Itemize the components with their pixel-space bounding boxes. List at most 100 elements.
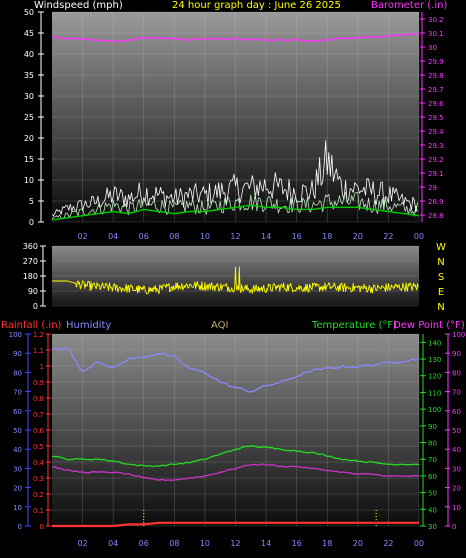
wind-x-tick-label: 22	[383, 232, 393, 241]
windspeed-tick-label: 40	[24, 50, 34, 59]
barometer-tick-label: 29.3	[428, 142, 444, 150]
dewpoint-tick-label: 70	[452, 389, 461, 397]
humidity-tick-label: 10	[13, 504, 22, 512]
temp-plot-area	[52, 334, 419, 526]
temperature-tick-label: 140	[428, 339, 441, 347]
barometer-tick-label: 29.6	[428, 100, 444, 108]
barometer-tick-label: 28.9	[428, 198, 444, 206]
rainfall-tick-label: 0.6	[33, 427, 45, 435]
dewpoint-tick-label: 10	[452, 504, 461, 512]
temperature-tick-label: 50	[428, 490, 437, 498]
rainfall-tick-label: 0.2	[33, 491, 44, 499]
dewpoint-tick-label: 0	[452, 523, 456, 531]
rainfall-tick-label: 0.3	[33, 475, 44, 483]
dewpoint-tick-label: 40	[452, 446, 461, 454]
barometer-tick-label: 29.9	[428, 58, 444, 66]
rainfall-tick-label: 0.4	[33, 459, 45, 467]
temperature-tick-label: 120	[428, 373, 441, 381]
aqi-label: AQI	[211, 320, 229, 331]
temp-x-tick-label: 14	[261, 539, 271, 548]
rainfall-tick-label: 0	[40, 523, 44, 531]
temp-x-tick-label: 02	[77, 539, 87, 548]
compass-label: E	[438, 287, 444, 298]
compass-label: N	[437, 257, 444, 268]
wind-x-tick-label: 10	[200, 232, 210, 241]
barometer-axis-label: Barometer (.in)	[371, 0, 448, 11]
wind-direction-line	[52, 266, 419, 295]
humidity-tick-label: 0	[18, 523, 22, 531]
wind-speed-line	[51, 192, 418, 220]
wind-x-tick-label: 04	[108, 232, 118, 241]
humidity-tick-label: 70	[13, 389, 22, 397]
dewpoint-tick-label: 50	[452, 427, 461, 435]
wind-average-line	[51, 204, 420, 221]
dewpoint-tick-label: 100	[452, 331, 465, 339]
temperature-tick-label: 90	[428, 423, 437, 431]
windspeed-tick-label: 30	[24, 92, 34, 101]
windspeed-tick-label: 10	[24, 176, 34, 185]
temp-x-tick-label: 04	[108, 539, 118, 548]
humidity-tick-label: 90	[13, 350, 22, 358]
rainfall-tick-label: 1.2	[33, 331, 44, 339]
humidity-tick-label: 100	[9, 331, 22, 339]
temperature-tick-label: 80	[428, 440, 437, 448]
windspeed-tick-label: 45	[24, 29, 34, 38]
direction-tick-label: 90	[28, 287, 38, 296]
temperature-tick-label: 130	[428, 356, 441, 364]
barometer-tick-label: 29.8	[428, 72, 444, 80]
windspeed-tick-label: 5	[29, 197, 34, 206]
rainfall-tick-label: 0.1	[33, 507, 44, 515]
temp-x-tick-label: 08	[169, 539, 179, 548]
windspeed-tick-label: 15	[24, 155, 34, 164]
rainfall-line	[52, 521, 419, 528]
direction-tick-label: 270	[23, 257, 38, 266]
dewpoint-tick-label: 90	[452, 350, 461, 358]
barometer-tick-label: 29.1	[428, 170, 444, 178]
temperature-axis-label: Temperature (°F)	[312, 320, 398, 331]
temperature-tick-label: 110	[428, 389, 441, 397]
rainfall-axis-label: Rainfall (.in)	[1, 320, 62, 331]
wind-x-tick-label: 06	[139, 232, 149, 241]
dewpoint-tick-label: 20	[452, 485, 461, 493]
rainfall-tick-label: 1	[40, 363, 44, 371]
rainfall-tick-label: 0.7	[33, 411, 44, 419]
wind-x-tick-label: 20	[353, 232, 363, 241]
barometer-tick-label: 29	[428, 184, 437, 192]
humidity-tick-label: 40	[13, 446, 22, 454]
temperature-tick-label: 100	[428, 406, 441, 414]
temperature-tick-label: 30	[428, 523, 437, 531]
dewpoint-tick-label: 80	[452, 369, 461, 377]
barometer-tick-label: 29.5	[428, 114, 444, 122]
wind-x-tick-label: 16	[292, 232, 302, 241]
dewpoint-axis-label: Dew Point (°F)	[393, 320, 465, 331]
barometer-tick-label: 30	[428, 44, 437, 52]
temp-x-tick-label: 12	[230, 539, 240, 548]
direction-tick-label: 360	[23, 242, 38, 251]
wind-x-tick-label: 12	[230, 232, 240, 241]
wind-x-tick-label: 02	[77, 232, 87, 241]
wind-x-tick-label: 18	[322, 232, 332, 241]
wind-x-tick-label: 00	[414, 232, 424, 241]
windspeed-axis-label: Windspeed (mph)	[34, 0, 123, 11]
windspeed-tick-label: 20	[24, 134, 34, 143]
temp-x-tick-label: 16	[292, 539, 302, 548]
barometer-tick-label: 29.4	[428, 128, 444, 136]
barometer-tick-label: 28.8	[428, 212, 444, 220]
barometer-tick-label: 29.2	[428, 156, 444, 164]
windspeed-tick-label: 25	[24, 113, 34, 122]
humidity-tick-label: 50	[13, 427, 22, 435]
compass-label: N	[437, 302, 444, 313]
wind-gust-line	[51, 140, 418, 217]
barometer-tick-label: 29.7	[428, 86, 444, 94]
compass-label: W	[436, 242, 446, 253]
temp-x-tick-label: 20	[353, 539, 363, 548]
wind-x-tick-label: 08	[169, 232, 179, 241]
rainfall-tick-label: 0.9	[33, 379, 44, 387]
humidity-tick-label: 30	[13, 465, 22, 473]
humidity-tick-label: 80	[13, 369, 22, 377]
chart-title: 24 hour graph day : June 26 2025	[172, 0, 341, 11]
barometer-tick-label: 30.2	[428, 16, 444, 24]
barometer-line	[51, 33, 420, 43]
